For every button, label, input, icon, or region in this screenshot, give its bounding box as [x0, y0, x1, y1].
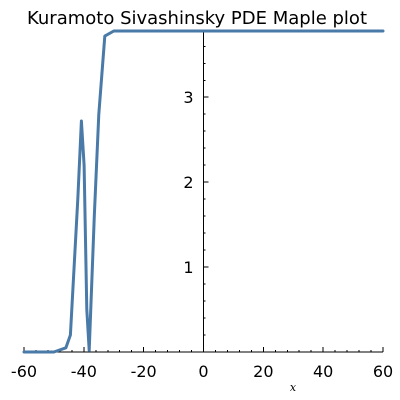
y-tick-label: 1: [183, 258, 193, 277]
y-tick-label: 3: [183, 88, 193, 107]
x-tick-label: -40: [71, 362, 97, 381]
x-tick-label: 20: [253, 362, 273, 381]
series-layer: [22, 29, 385, 354]
x-tick-label: 0: [198, 362, 208, 381]
series-line-0: [22, 29, 385, 354]
x-tick-label: -60: [11, 362, 37, 381]
x-tick-label: -20: [131, 362, 157, 381]
chart-title: Kuramoto Sivashinsky PDE Maple plot: [27, 8, 367, 29]
y-tick-label: 2: [183, 173, 193, 192]
x-tick-label: 40: [313, 362, 333, 381]
x-tick-label: 60: [373, 362, 393, 381]
ticks: -60 -40 -20 0 20 40 60 1 2 3: [11, 45, 393, 381]
x-axis-label: x: [290, 381, 297, 394]
